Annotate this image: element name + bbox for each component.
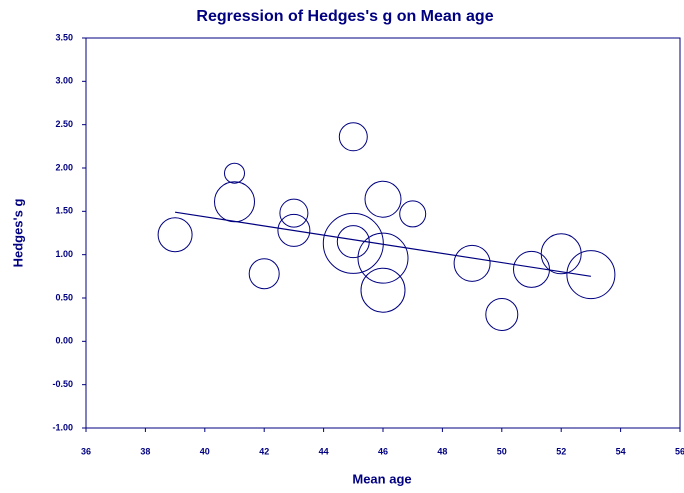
bubble — [157, 217, 193, 253]
bubble — [277, 213, 311, 247]
y-tick-label: 0.00 — [55, 336, 73, 346]
bubble — [485, 297, 519, 331]
y-tick-label: 0.50 — [55, 292, 73, 302]
x-axis-label: Mean age — [352, 471, 411, 486]
y-tick-label: 3.00 — [55, 76, 73, 86]
y-tick-label: -0.50 — [52, 379, 73, 389]
x-tick-label: 36 — [81, 446, 91, 456]
y-tick-label: 2.00 — [55, 162, 73, 172]
bubble — [214, 181, 255, 223]
x-tick-label: 42 — [259, 446, 269, 456]
x-tick-label: 44 — [319, 446, 329, 456]
bubble — [399, 200, 427, 228]
x-tick-label: 56 — [675, 446, 684, 456]
bubble — [540, 233, 582, 275]
bubble — [248, 258, 280, 290]
x-tick-label: 48 — [437, 446, 447, 456]
y-tick-label: 1.50 — [55, 206, 73, 216]
x-tick-label: 38 — [140, 446, 150, 456]
bubble — [279, 198, 309, 228]
y-axis-label: Hedges's g — [10, 199, 25, 268]
regression-line — [175, 211, 591, 277]
bubble — [360, 267, 406, 313]
x-tick-label: 46 — [378, 446, 388, 456]
bubble — [338, 122, 368, 152]
x-tick-label: 54 — [616, 446, 626, 456]
y-tick-label: 2.50 — [55, 119, 73, 129]
bubble — [364, 180, 402, 218]
y-tick-label: 1.00 — [55, 249, 73, 259]
y-tick-label: 3.50 — [55, 32, 73, 42]
x-tick-label: 50 — [497, 446, 507, 456]
bubble — [566, 250, 616, 300]
bubble — [322, 212, 384, 274]
bubble — [224, 162, 245, 184]
y-tick-label: -1.00 — [52, 422, 73, 432]
x-tick-label: 40 — [200, 446, 210, 456]
chart-title: Regression of Hedges's g on Mean age — [196, 8, 493, 25]
bubble — [357, 232, 409, 284]
bubble — [453, 244, 491, 282]
x-tick-label: 52 — [556, 446, 566, 456]
